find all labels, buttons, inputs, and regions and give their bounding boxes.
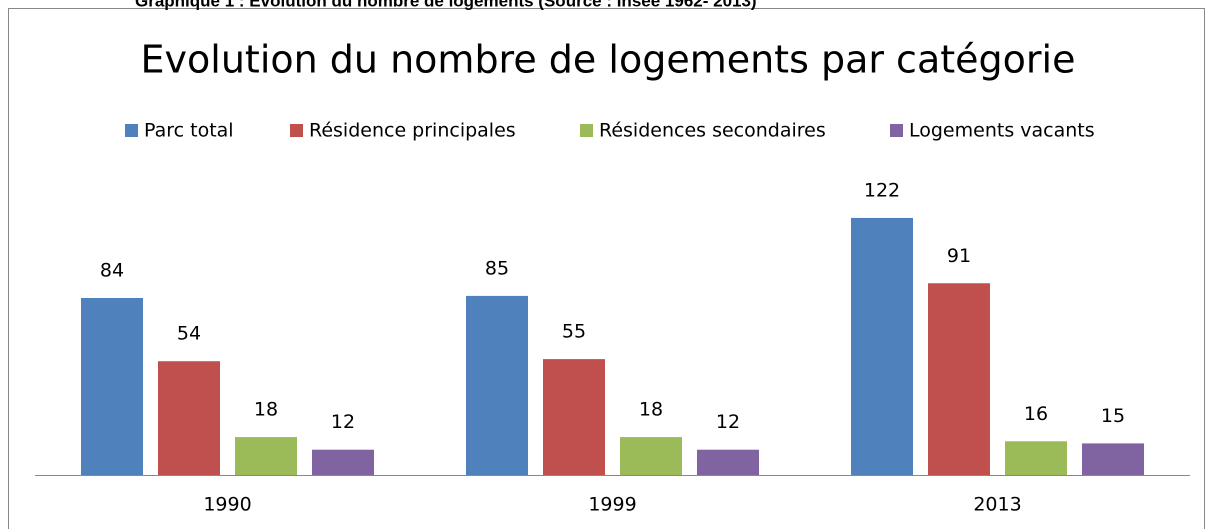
- legend-swatch: [125, 124, 138, 137]
- legend-swatch: [290, 124, 303, 137]
- chart-title: Evolution du nombre de logements par cat…: [141, 38, 1076, 82]
- bar: [466, 295, 528, 475]
- data-label: 85: [485, 257, 509, 279]
- data-label: 12: [716, 411, 740, 433]
- data-label: 18: [639, 399, 663, 421]
- data-label: 16: [1024, 403, 1048, 425]
- bar: [312, 449, 374, 475]
- bar: [697, 449, 759, 475]
- legend-label: Résidences secondaires: [599, 120, 826, 142]
- data-label: 54: [177, 323, 201, 345]
- data-label: 55: [562, 321, 586, 343]
- data-label: 122: [864, 179, 900, 201]
- legend-label: Résidence principales: [309, 120, 516, 142]
- bar: [1005, 441, 1067, 475]
- x-tick-label: 2013: [973, 494, 1021, 516]
- data-label: 12: [331, 411, 355, 433]
- bar: [928, 283, 990, 475]
- legend-swatch: [580, 124, 593, 137]
- legend-label: Parc total: [144, 120, 234, 142]
- caption: Graphique 1 : Evolution du nombre de log…: [135, 0, 757, 10]
- data-label: 18: [254, 399, 278, 421]
- x-tick-label: 1999: [588, 494, 636, 516]
- bar: [235, 437, 297, 475]
- bar: [543, 359, 605, 475]
- bar: [620, 437, 682, 475]
- bar: [81, 298, 143, 475]
- data-label: 84: [100, 260, 124, 282]
- legend-label: Logements vacants: [909, 120, 1095, 142]
- bar: [1082, 443, 1144, 475]
- bar: [158, 361, 220, 475]
- bar: [851, 217, 913, 475]
- data-label: 15: [1101, 405, 1125, 427]
- x-tick-label: 1990: [203, 494, 251, 516]
- data-label: 91: [947, 245, 971, 267]
- legend-swatch: [890, 124, 903, 137]
